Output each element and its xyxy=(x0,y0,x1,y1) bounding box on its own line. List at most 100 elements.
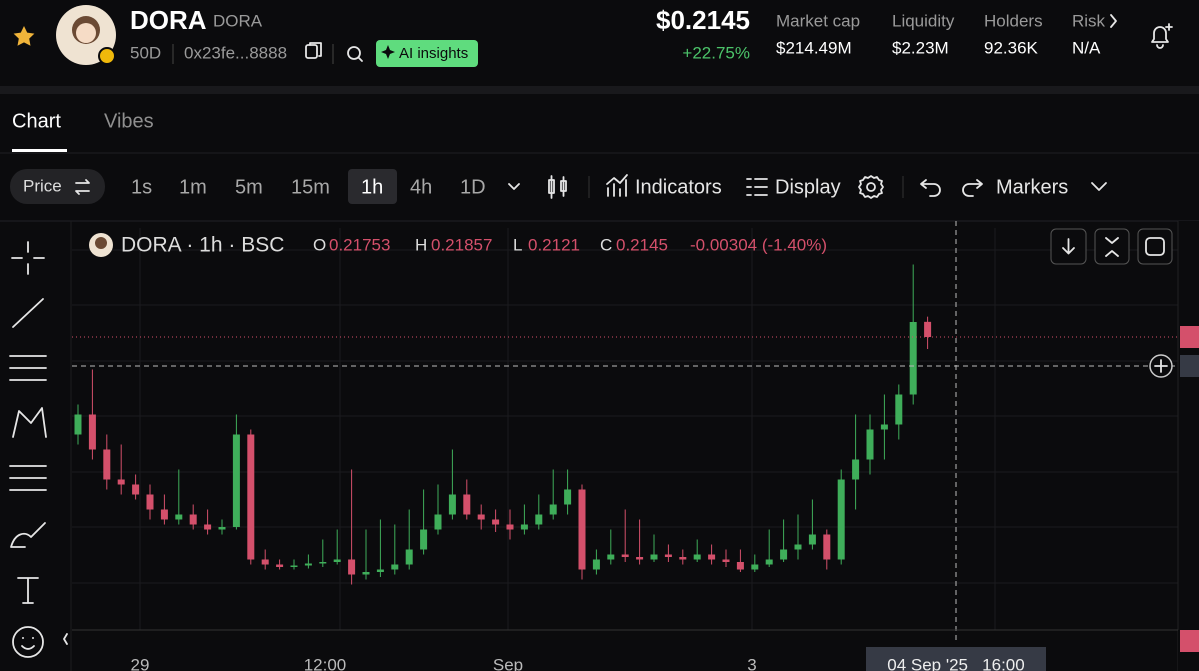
interval-more[interactable] xyxy=(508,183,520,190)
candle-body xyxy=(362,572,370,575)
interval[interactable]: 1s xyxy=(131,176,152,198)
scroll-left[interactable] xyxy=(63,633,68,645)
x-tick-label: 29 xyxy=(131,655,150,671)
ohlc-change: -0.00304 (-1.40%) xyxy=(690,235,827,254)
ohlc-value: 0.21857 xyxy=(431,235,492,254)
text-tool[interactable] xyxy=(17,577,39,604)
candle-body xyxy=(103,449,111,480)
risk-arrow[interactable] xyxy=(1110,14,1117,28)
candle-body xyxy=(146,494,154,510)
candle-body xyxy=(132,484,140,495)
x-tick-label: 3 xyxy=(747,655,756,671)
candle-body xyxy=(765,559,773,565)
undo-icon[interactable] xyxy=(920,179,941,197)
markers-button[interactable]: Markers xyxy=(996,176,1068,198)
ai-insights-button[interactable] xyxy=(376,40,478,67)
interval[interactable]: 4h xyxy=(410,176,432,198)
interval[interactable]: 5m xyxy=(235,176,263,198)
candle-body xyxy=(693,554,701,560)
candle-body xyxy=(794,544,802,550)
ohlc-value: 0.21753 xyxy=(329,235,390,254)
indicators-button[interactable]: Indicators xyxy=(635,176,722,198)
x-tick-label: 12:00 xyxy=(304,655,347,671)
candle-body xyxy=(391,564,399,570)
copy-icon[interactable] xyxy=(305,42,322,59)
add-alert-button[interactable] xyxy=(1149,354,1173,378)
stat-value: $214.49M xyxy=(776,38,852,57)
stat-label: Holders xyxy=(984,11,1043,30)
pattern-tool[interactable] xyxy=(12,407,47,438)
crosshair-tool[interactable] xyxy=(11,241,45,275)
candle-body xyxy=(592,559,600,570)
candle-body xyxy=(909,322,917,395)
display-button[interactable]: Display xyxy=(775,176,841,198)
trendline-tool[interactable] xyxy=(12,298,44,328)
candle-body xyxy=(506,524,514,530)
favorite-star[interactable] xyxy=(13,26,35,46)
stat-value: 92.36K xyxy=(984,38,1039,57)
candle-body xyxy=(664,554,672,557)
tab-active[interactable]: Chart xyxy=(12,110,61,132)
interval[interactable]: 1D xyxy=(460,176,486,198)
tab-underline xyxy=(12,149,67,152)
ai-insights-label[interactable]: AI insights xyxy=(399,45,468,62)
candle-body xyxy=(823,534,831,560)
brush-tool[interactable] xyxy=(10,522,46,548)
last-price-box xyxy=(1180,326,1199,348)
crosshair-time-box xyxy=(866,647,1046,671)
fib-tool[interactable] xyxy=(9,355,47,381)
interval[interactable]: 1m xyxy=(179,176,207,198)
notification-icon[interactable] xyxy=(1151,23,1173,49)
interval-active[interactable]: 1h xyxy=(361,176,383,198)
candle-body xyxy=(204,524,212,530)
indicators-icon[interactable] xyxy=(606,174,628,197)
candle-body xyxy=(333,559,341,562)
legend-symbol: DORA · 1h · BSC xyxy=(121,234,284,257)
price-toggle-label[interactable]: Price xyxy=(23,176,62,195)
search-icon[interactable] xyxy=(347,46,363,62)
markers-caret[interactable] xyxy=(1091,182,1107,191)
candle-body xyxy=(679,557,687,560)
drawing-tools xyxy=(9,241,47,658)
tab[interactable]: Vibes xyxy=(104,110,154,132)
emoji-tool[interactable] xyxy=(12,626,44,658)
candle-body xyxy=(607,554,615,560)
candle-body xyxy=(218,527,226,530)
interval-active-bg xyxy=(348,169,397,204)
candle-body xyxy=(420,529,428,550)
display-icon[interactable] xyxy=(746,178,768,196)
price-toggle[interactable] xyxy=(10,169,105,204)
candle-body xyxy=(564,489,572,505)
candle-body xyxy=(880,424,888,430)
settings-icon[interactable] xyxy=(858,175,884,199)
interval[interactable]: 15m xyxy=(291,176,330,198)
candle-body xyxy=(160,509,168,520)
x-tick-label: Sep xyxy=(493,655,523,671)
candle-body xyxy=(74,414,82,435)
redo-icon[interactable] xyxy=(962,179,983,197)
candle-body xyxy=(924,321,932,337)
fullscreen-button[interactable] xyxy=(1137,228,1173,265)
ohlc-value: 0.2121 xyxy=(528,235,580,254)
candle-body xyxy=(290,565,298,567)
candle-body xyxy=(578,489,586,570)
stat-label: Liquidity xyxy=(892,11,955,30)
stat-label[interactable]: Risk xyxy=(1072,11,1106,30)
legend-avatar-hair xyxy=(95,237,107,249)
ohlc-label: H xyxy=(415,235,427,254)
background-grid xyxy=(72,228,1178,630)
ai-icon xyxy=(381,45,395,59)
token-address: 0x23fe...8888 xyxy=(184,43,287,62)
projection-tool[interactable] xyxy=(9,465,47,491)
ohlc-label: L xyxy=(513,235,522,254)
candle-body xyxy=(232,434,240,527)
candle-body xyxy=(88,414,96,450)
swap-icon xyxy=(75,179,90,195)
collapse-button[interactable] xyxy=(1094,228,1130,265)
chart-type-icon[interactable] xyxy=(548,175,567,199)
crosshair-time-label: 04 Sep '25 16:00 xyxy=(887,655,1024,671)
candle-body xyxy=(535,514,543,525)
candle-body xyxy=(304,563,312,566)
